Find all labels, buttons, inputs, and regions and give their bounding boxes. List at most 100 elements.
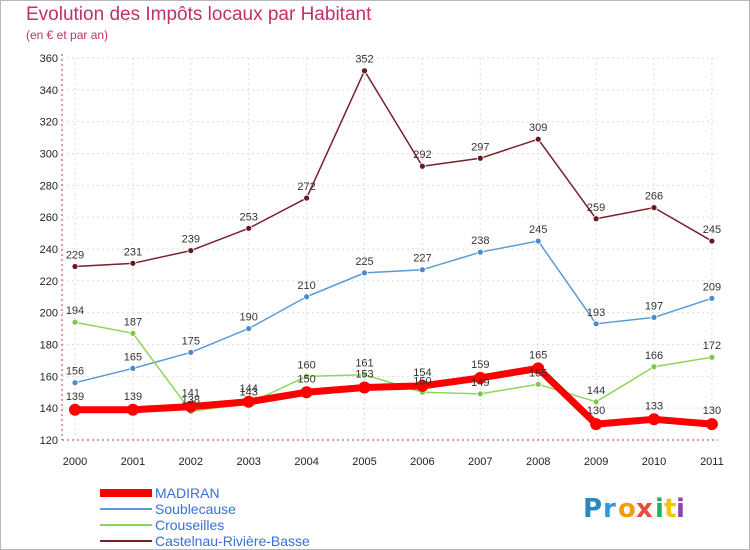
data-label-madiran: 153	[355, 368, 373, 380]
data-label-crouseilles: 160	[297, 359, 315, 371]
data-point-soublecause	[187, 349, 195, 356]
data-label-madiran: 144	[240, 383, 258, 395]
data-point-soublecause	[650, 314, 658, 321]
data-label-crouseilles: 138	[182, 394, 200, 406]
data-label-castelnau-rivi-re-basse: 245	[703, 224, 721, 236]
data-label-soublecause: 165	[124, 351, 142, 363]
chart-subtitle: (en € et par an)	[26, 28, 109, 42]
data-label-soublecause: 193	[587, 307, 605, 319]
x-tick-label: 2007	[468, 456, 492, 468]
data-point-castelnau-rivi-re-basse	[534, 135, 542, 143]
y-tick-label: 340	[40, 85, 58, 97]
data-label-soublecause: 190	[240, 312, 258, 324]
data-point-madiran	[358, 381, 371, 394]
data-label-madiran: 139	[124, 391, 142, 403]
data-label-crouseilles: 143	[240, 386, 258, 398]
data-label-castelnau-rivi-re-basse: 259	[587, 202, 605, 214]
data-label-crouseilles: 155	[529, 367, 547, 379]
data-label-castelnau-rivi-re-basse: 253	[240, 211, 258, 223]
series-line-soublecause	[74, 240, 713, 384]
data-label-soublecause: 238	[471, 235, 489, 247]
data-point-crouseilles	[592, 398, 600, 406]
legend-label-madiran: MADIRAN	[155, 485, 220, 501]
data-point-madiran	[532, 362, 545, 375]
data-label-crouseilles: 149	[471, 377, 489, 389]
data-point-madiran	[184, 400, 197, 413]
data-point-madiran	[474, 371, 487, 384]
data-point-madiran	[705, 418, 718, 431]
data-point-soublecause	[245, 325, 253, 332]
data-label-crouseilles: 150	[413, 375, 431, 387]
x-tick-label: 2002	[179, 456, 203, 468]
x-tick-label: 2008	[526, 456, 550, 468]
data-label-castelnau-rivi-re-basse: 266	[645, 191, 663, 203]
data-point-castelnau-rivi-re-basse	[476, 154, 484, 162]
data-label-soublecause: 210	[297, 280, 315, 292]
chart-title: Evolution des Impôts locaux par Habitant	[26, 4, 372, 25]
data-label-castelnau-rivi-re-basse: 352	[355, 54, 373, 66]
data-point-madiran	[648, 413, 660, 426]
y-tick-label: 300	[40, 149, 58, 161]
y-tick-label: 260	[40, 212, 58, 224]
y-tick-label: 220	[40, 276, 58, 288]
data-point-crouseilles	[476, 390, 484, 398]
data-label-madiran: 165	[529, 349, 547, 361]
data-point-castelnau-rivi-re-basse	[245, 224, 253, 232]
series-line-crouseilles	[74, 321, 713, 413]
data-label-soublecause: 245	[529, 224, 547, 236]
data-point-crouseilles	[708, 353, 716, 361]
data-label-madiran: 154	[413, 367, 431, 379]
legend-label-soublecause: Soublecause	[155, 501, 236, 517]
series-line-castelnau-rivi-re-basse	[74, 69, 713, 268]
y-tick-label: 160	[40, 371, 58, 383]
y-tick-label: 180	[40, 340, 58, 352]
logo-letter-i1: i	[655, 494, 664, 524]
data-point-soublecause	[418, 266, 426, 274]
data-point-castelnau-rivi-re-basse	[418, 162, 426, 170]
data-label-crouseilles: 172	[703, 340, 721, 352]
data-point-crouseilles	[650, 363, 658, 371]
x-tick-label: 2000	[63, 456, 87, 468]
data-point-madiran	[126, 403, 139, 416]
data-label-castelnau-rivi-re-basse: 229	[66, 250, 84, 262]
data-point-soublecause	[708, 294, 716, 302]
data-label-soublecause: 227	[413, 253, 431, 265]
data-label-soublecause: 197	[645, 300, 663, 312]
data-point-crouseilles	[129, 329, 137, 337]
proxiti-logo: P r o x i t i	[583, 494, 685, 524]
data-label-soublecause: 225	[355, 256, 373, 268]
data-label-crouseilles: 187	[124, 316, 142, 328]
x-tick-label: 2003	[236, 456, 260, 468]
series-line-madiran	[71, 364, 716, 428]
data-point-soublecause	[476, 248, 484, 256]
data-point-crouseilles	[71, 318, 79, 326]
data-point-madiran	[590, 418, 603, 431]
y-tick-label: 360	[40, 53, 58, 65]
data-point-crouseilles	[361, 371, 368, 379]
data-point-soublecause	[361, 269, 368, 277]
y-tick-label: 240	[40, 244, 58, 256]
data-point-castelnau-rivi-re-basse	[303, 194, 311, 202]
logo-letter-p: P	[583, 494, 602, 524]
data-label-madiran: 130	[703, 405, 721, 417]
x-tick-label: 2010	[642, 456, 666, 468]
logo-letter-i2: i	[676, 494, 685, 524]
x-tick-label: 2005	[352, 456, 376, 468]
data-label-madiran: 139	[66, 391, 84, 403]
data-label-castelnau-rivi-re-basse: 292	[413, 149, 431, 161]
x-tick-label: 2006	[410, 456, 434, 468]
data-label-castelnau-rivi-re-basse: 272	[297, 181, 315, 193]
data-point-castelnau-rivi-re-basse	[187, 247, 195, 254]
x-tick-label: 2011	[700, 456, 724, 468]
data-label-soublecause: 209	[703, 281, 721, 293]
data-point-castelnau-rivi-re-basse	[708, 237, 716, 245]
data-point-castelnau-rivi-re-basse	[129, 259, 137, 267]
data-label-madiran: 159	[471, 359, 489, 371]
data-label-madiran: 141	[182, 388, 200, 400]
logo-letter-o: o	[618, 494, 636, 524]
data-point-soublecause	[592, 320, 600, 328]
data-point-castelnau-rivi-re-basse	[71, 263, 79, 270]
data-label-castelnau-rivi-re-basse: 309	[529, 122, 547, 134]
